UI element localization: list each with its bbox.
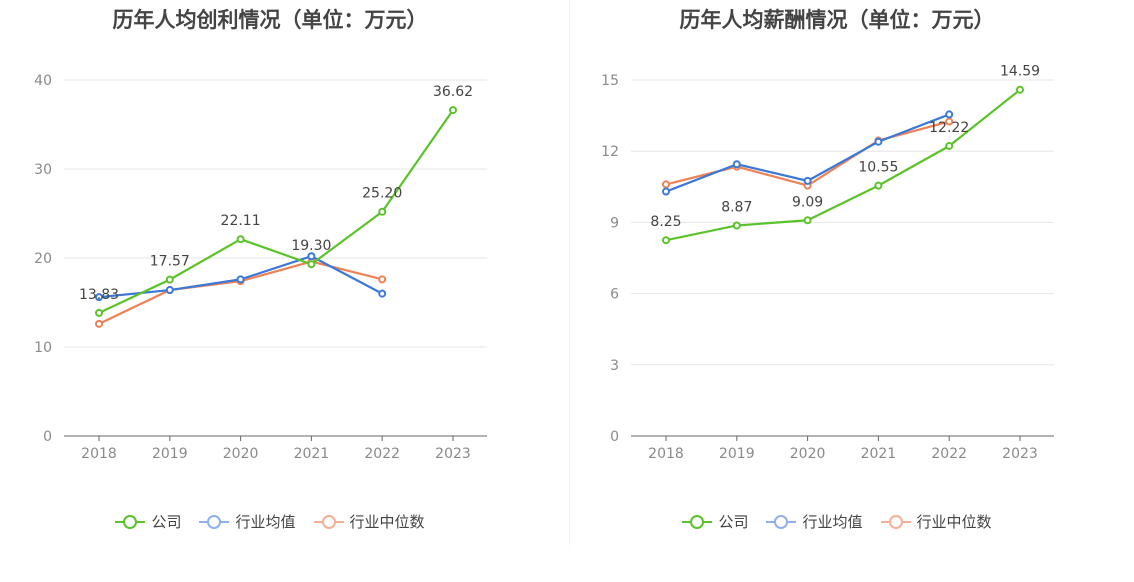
data-label: 13.83	[79, 287, 119, 303]
y-tick-label: 20	[34, 251, 52, 267]
y-tick-label: 15	[601, 73, 619, 89]
data-point-industry-average	[803, 176, 812, 185]
data-point-company	[165, 275, 174, 284]
data-point-company	[1016, 85, 1024, 94]
legend-average-icon	[766, 514, 797, 530]
y-tick-label: 0	[43, 429, 52, 445]
data-label: 36.62	[433, 84, 473, 100]
x-tick-label: 2020	[223, 446, 259, 462]
data-point-company	[236, 235, 245, 244]
data-point-industry-average	[874, 137, 883, 146]
x-tick-label: 2019	[719, 446, 755, 462]
legend-item-company[interactable]: 公司	[115, 511, 181, 532]
y-tick-label: 10	[34, 340, 52, 356]
y-tick-label: 0	[610, 429, 619, 445]
legend-company-icon	[682, 514, 713, 530]
data-point-company	[803, 216, 812, 225]
data-point-company	[945, 141, 954, 150]
legend-item-company[interactable]: 公司	[682, 511, 748, 532]
data-point-company	[307, 260, 316, 269]
data-label: 10.55	[858, 160, 898, 176]
legend-average-icon	[199, 514, 230, 530]
data-point-industry-average	[662, 187, 670, 196]
data-point-company	[95, 308, 103, 317]
profit-chart-panel: 历年人均创利情况（单位：万元） 0 10 20 30 40 2018 2019 2020 202…	[0, 8, 540, 532]
legend-item-industry-average[interactable]: 行业均值	[766, 511, 863, 532]
data-label: 8.25	[650, 214, 681, 230]
x-tick-label: 2018	[648, 446, 684, 462]
panel-divider	[569, 0, 570, 545]
x-tick-label: 2023	[1002, 446, 1038, 462]
x-tick-label: 2021	[861, 446, 897, 462]
legend-label: 公司	[151, 513, 182, 531]
y-tick-label: 30	[34, 162, 52, 178]
data-label: 12.22	[929, 120, 969, 136]
chart-title: 历年人均薪酬情况（单位：万元）	[679, 8, 995, 32]
data-point-industry-median	[378, 275, 387, 284]
data-point-industry-average	[378, 289, 387, 298]
chart-title: 历年人均创利情况（单位：万元）	[112, 8, 428, 32]
data-point-company	[378, 207, 387, 216]
data-label: 14.59	[1000, 64, 1040, 80]
data-label: 25.20	[362, 186, 402, 202]
legend-median-icon	[313, 514, 344, 530]
legend-label: 行业均值	[235, 513, 296, 531]
x-tick-label: 2020	[790, 446, 826, 462]
data-label: 17.57	[150, 254, 190, 270]
legend: 公司 行业均值 行业中位数	[0, 511, 540, 532]
x-tick-label: 2022	[931, 446, 967, 462]
data-point-industry-average	[236, 275, 245, 284]
y-tick-label: 9	[610, 215, 619, 231]
data-point-industry-average	[945, 110, 954, 119]
legend-item-industry-median[interactable]: 行业中位数	[880, 511, 992, 532]
legend-label: 行业均值	[802, 513, 863, 531]
salary-chart-panel: 历年人均薪酬情况（单位：万元） 0 3 6 9 12 15 2018 2019 2020 2021…	[567, 0, 1134, 582]
data-point-industry-average	[732, 160, 741, 169]
x-tick-label: 2019	[152, 446, 188, 462]
data-point-industry-median	[662, 180, 670, 189]
legend-label: 行业中位数	[916, 513, 992, 531]
series-line-company	[98, 109, 454, 314]
salary-chart: 0 3 6 9 12 15 2018 2019 2020 2021 2022 2023 8.25 8.87…	[601, 64, 1054, 462]
data-label: 8.87	[721, 199, 752, 215]
data-point-industry-average	[307, 252, 316, 261]
profit-chart: 0 10 20 30 40 2018 2019 2020 2021 2022 2023 13.83 17…	[34, 73, 487, 462]
data-point-industry-average	[165, 286, 174, 295]
data-label: 19.30	[291, 238, 331, 254]
data-point-company	[874, 181, 883, 190]
y-tick-label: 40	[34, 73, 52, 89]
data-point-industry-median	[95, 319, 103, 328]
data-point-company	[662, 236, 670, 245]
data-point-industry-average	[95, 293, 103, 302]
y-tick-label: 6	[610, 287, 619, 303]
data-label: 22.11	[221, 213, 261, 229]
legend-median-icon	[880, 514, 911, 530]
legend-item-industry-average[interactable]: 行业均值	[199, 511, 296, 532]
series-line-company	[665, 88, 1021, 242]
legend-company-icon	[115, 514, 146, 530]
legend-item-industry-median[interactable]: 行业中位数	[313, 511, 425, 532]
y-tick-label: 12	[601, 144, 619, 160]
x-tick-label: 2022	[364, 446, 400, 462]
legend-label: 行业中位数	[349, 513, 425, 531]
data-point-company	[732, 221, 741, 230]
x-tick-label: 2021	[294, 446, 330, 462]
legend-label: 公司	[718, 513, 749, 531]
x-tick-label: 2023	[435, 446, 471, 462]
data-point-company	[449, 106, 457, 115]
legend: 公司 行业均值 行业中位数	[567, 511, 1107, 532]
x-tick-label: 2018	[81, 446, 117, 462]
data-point-industry-median	[945, 117, 954, 126]
y-tick-label: 3	[610, 358, 619, 374]
data-label: 9.09	[792, 194, 823, 210]
